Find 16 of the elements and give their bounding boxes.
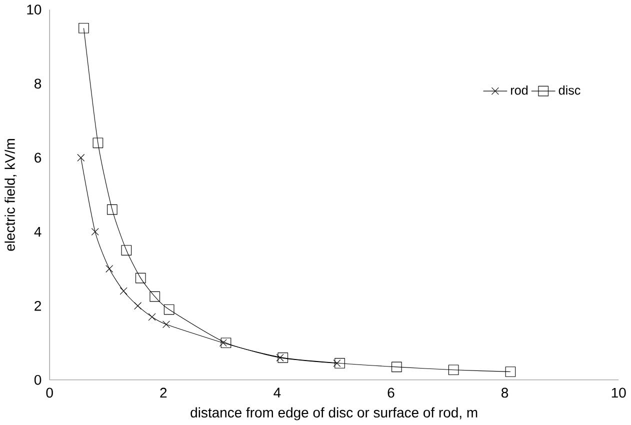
y-tick-label: 2 [34,300,41,311]
x-tick-label: 10 [612,388,626,398]
x-tick-label: 6 [388,388,394,398]
y-tick-label: 10 [27,4,42,15]
y-tick-label: 8 [34,78,42,89]
y-tick-label: 6 [34,152,42,163]
y-tick-label: 4 [34,226,42,237]
x-axis-title: distance from edge of disc or surface of rod, m [190,407,478,420]
x-tick-label: 4 [274,388,281,398]
y-tick-label: 0 [34,374,42,385]
x-tick-label: 8 [502,388,508,398]
x-tick-label: 0 [46,388,53,398]
y-axis-title: electric field, kV/m [4,139,17,251]
x-tick-label: 2 [160,388,167,398]
legend-label: disc [558,85,580,95]
legend-label: rod [511,85,528,95]
